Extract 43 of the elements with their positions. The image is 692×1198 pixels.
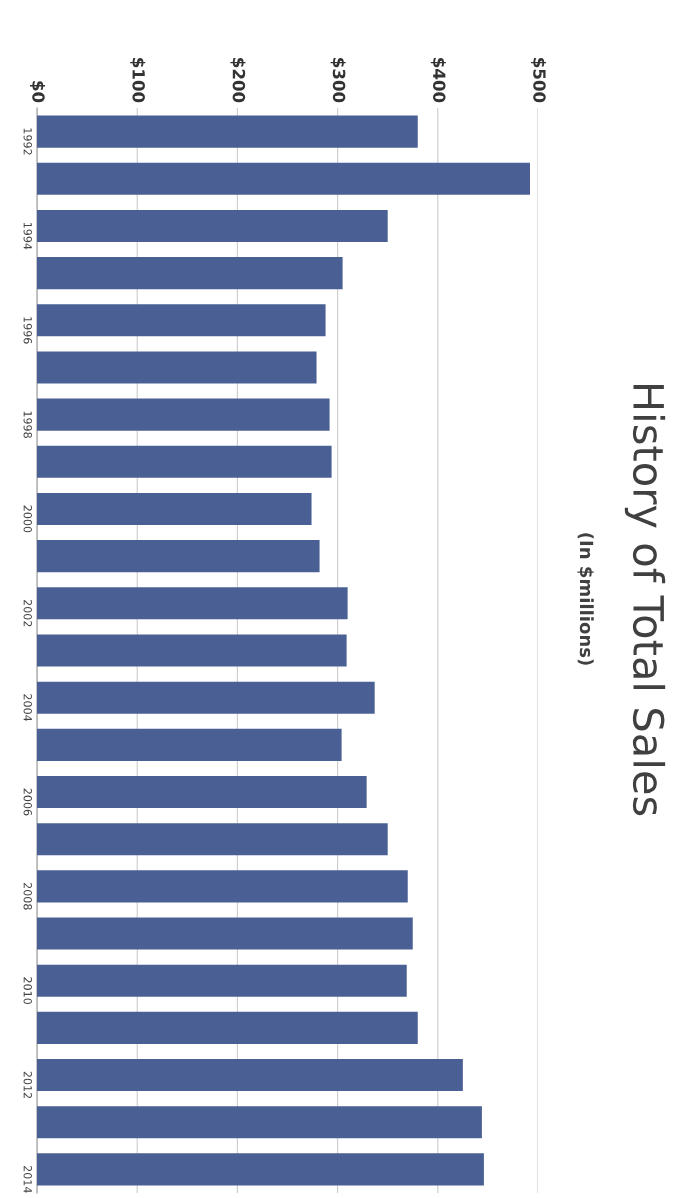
bar — [37, 1153, 484, 1186]
y-tick-label: 2004 — [23, 694, 32, 722]
bar — [37, 445, 332, 478]
y-tick-label: 2002 — [23, 599, 32, 627]
bar — [37, 209, 388, 242]
bar — [37, 115, 418, 148]
y-tick-label: 1996 — [23, 317, 32, 344]
text: History of Total Sales — [624, 384, 666, 816]
x-tick-label: $500 — [530, 58, 547, 103]
bar — [37, 351, 317, 384]
bar — [37, 1011, 418, 1044]
bar — [37, 162, 530, 195]
bar — [37, 587, 348, 620]
bar — [37, 823, 388, 856]
bar — [37, 540, 320, 573]
bar — [37, 775, 367, 809]
bar — [37, 1059, 463, 1092]
bar — [37, 870, 408, 903]
y-tick-label: 2006 — [23, 788, 32, 816]
text: (In $millions) — [577, 533, 594, 665]
bar — [37, 728, 342, 761]
bar — [37, 1106, 482, 1139]
bar — [37, 304, 326, 337]
x-tick-label: $400 — [430, 58, 446, 103]
y-tick-label: 1998 — [23, 411, 32, 438]
bar — [37, 492, 312, 526]
x-tick-label: $200 — [230, 58, 246, 103]
bar — [37, 681, 375, 714]
y-tick-label: 1994 — [23, 222, 32, 250]
bar — [37, 257, 343, 290]
bar — [37, 634, 347, 667]
y-tick-label: 2014 — [23, 1166, 32, 1193]
x-tick-label: $0 — [29, 81, 46, 103]
y-tick-label: 2008 — [23, 882, 32, 910]
bar — [37, 964, 407, 997]
x-tick-label: $100 — [130, 58, 146, 103]
y-tick-label: 1992 — [23, 128, 32, 155]
y-tick-label: 2000 — [23, 505, 32, 533]
y-tick-label: 2010 — [23, 977, 32, 1005]
bar — [37, 917, 413, 950]
bar — [37, 398, 330, 431]
x-tick-label: $300 — [330, 58, 346, 103]
y-tick-label: 2012 — [23, 1071, 32, 1099]
